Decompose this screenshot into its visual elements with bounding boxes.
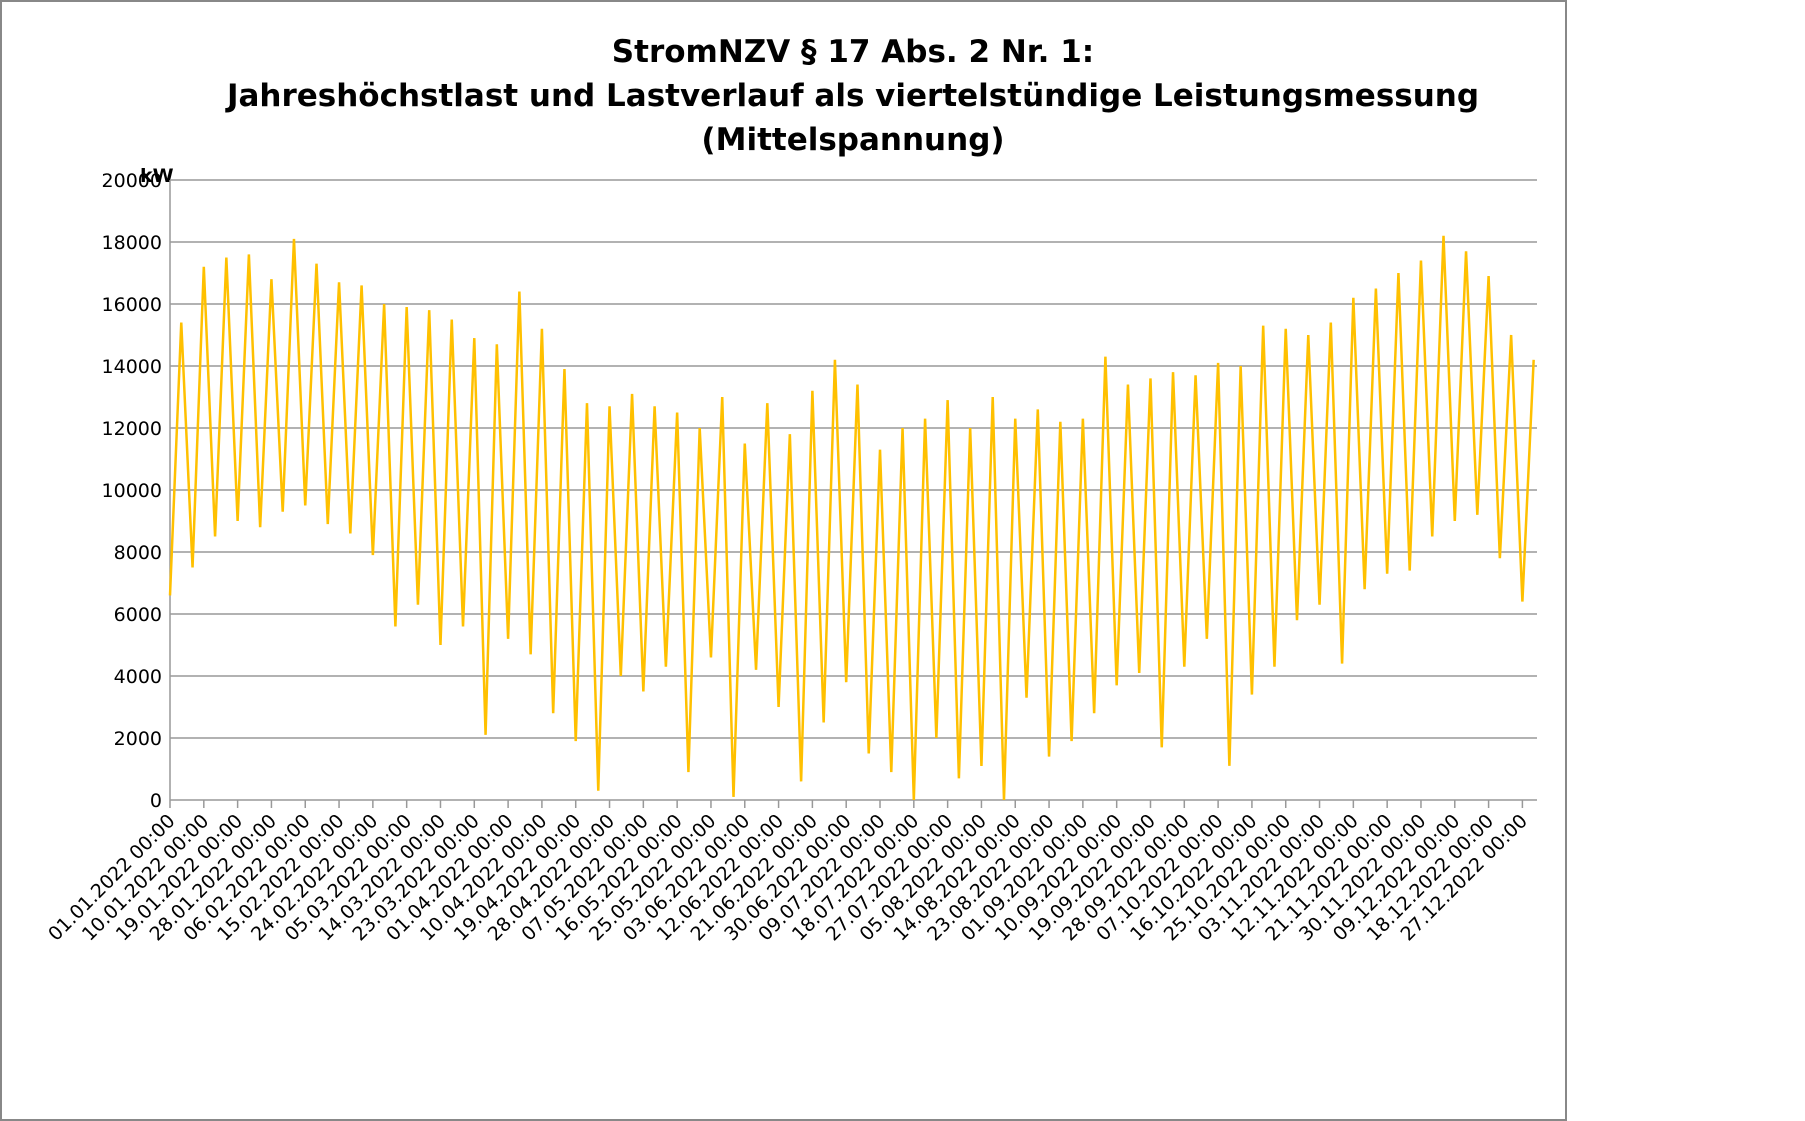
y-tick-label: 12000	[102, 418, 162, 440]
chart-title: Jahreshöchstlast und Lastverlauf als vie…	[225, 78, 1479, 114]
y-tick-label: 6000	[114, 604, 162, 626]
y-tick-label: 14000	[102, 356, 162, 378]
y-tick-label: 20000	[102, 170, 162, 192]
data-line	[168, 235, 1535, 801]
y-tick-label: 0	[150, 790, 162, 812]
y-tick-label: 2000	[114, 728, 162, 750]
y-tick-label: 18000	[102, 232, 162, 254]
chart-title: StromNZV § 17 Abs. 2 Nr. 1:	[612, 34, 1094, 70]
y-tick-label: 4000	[114, 666, 162, 688]
chart-title: (Mittelspannung)	[701, 122, 1004, 158]
y-tick-label: 16000	[102, 294, 162, 316]
y-tick-label: 10000	[102, 480, 162, 502]
y-tick-label: 8000	[114, 542, 162, 564]
y-axis-label: kW	[140, 165, 174, 187]
